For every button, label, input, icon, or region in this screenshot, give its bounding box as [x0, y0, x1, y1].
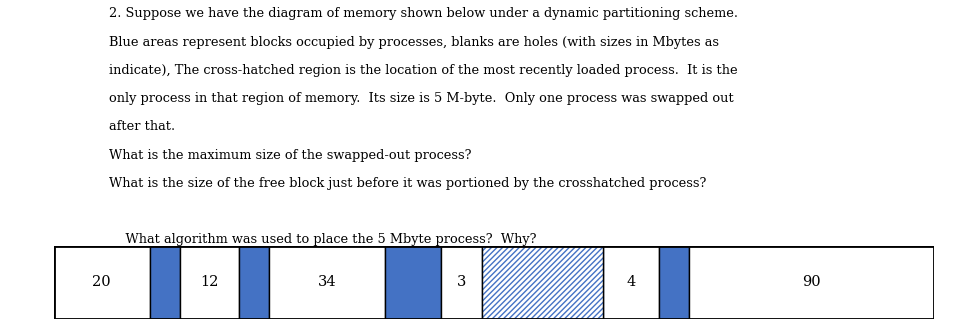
Bar: [441, 246, 482, 319]
Bar: [482, 246, 603, 319]
Bar: [270, 246, 385, 319]
Bar: [238, 246, 270, 319]
Text: after that.: after that.: [109, 121, 175, 133]
Text: indicate), The cross-hatched region is the location of the most recently loaded : indicate), The cross-hatched region is t…: [109, 64, 738, 77]
Text: What is the maximum size of the swapped-out process?: What is the maximum size of the swapped-…: [109, 149, 472, 162]
Text: 12: 12: [200, 275, 219, 289]
Text: 2. Suppose we have the diagram of memory shown below under a dynamic partitionin: 2. Suppose we have the diagram of memory…: [109, 7, 738, 20]
Bar: [603, 246, 659, 319]
Bar: [150, 246, 180, 319]
Bar: [180, 246, 238, 319]
Bar: [659, 246, 689, 319]
Text: 90: 90: [803, 275, 821, 289]
Bar: [385, 246, 441, 319]
Bar: [54, 246, 150, 319]
Text: 34: 34: [318, 275, 337, 289]
Bar: [689, 246, 934, 319]
Text: What algorithm was used to place the 5 Mbyte process?  Why?: What algorithm was used to place the 5 M…: [109, 233, 536, 246]
Text: 4: 4: [627, 275, 635, 289]
Bar: [482, 246, 603, 319]
Text: Blue areas represent blocks occupied by processes, blanks are holes (with sizes : Blue areas represent blocks occupied by …: [109, 36, 719, 48]
Bar: [482, 246, 603, 319]
Text: only process in that region of memory.  Its size is 5 M-byte.  Only one process : only process in that region of memory. I…: [109, 92, 734, 105]
Text: What is the size of the free block just before it was portioned by the crosshatc: What is the size of the free block just …: [109, 177, 706, 190]
Text: 3: 3: [456, 275, 466, 289]
Text: 20: 20: [92, 275, 111, 289]
